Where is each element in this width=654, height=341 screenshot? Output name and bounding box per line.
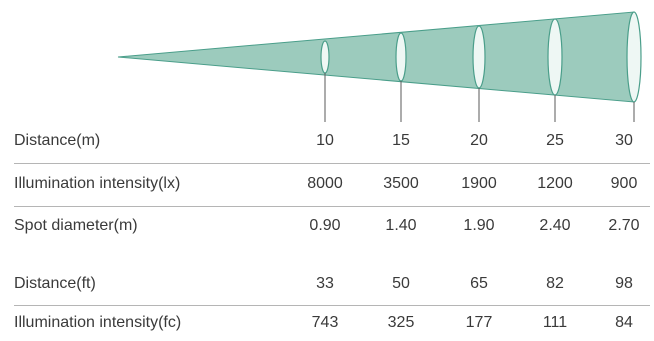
row-label: Distance(m)	[14, 132, 101, 149]
spot-ellipse-25m	[547, 18, 563, 96]
table-row-spot-diameter: Spot diameter(m) 0.90 1.40 1.90 2.40 2.7…	[14, 213, 650, 243]
table-row-distance-m: Distance(m) 10 15 20 25 30	[14, 128, 650, 158]
cell: 15	[392, 132, 410, 149]
row-label: Illumination intensity(fc)	[14, 314, 182, 331]
row-divider	[14, 305, 650, 306]
table-row-illumination-fc: Illumination intensity(fc) 743 325 177 1…	[14, 310, 650, 340]
cell: 3500	[383, 175, 419, 192]
cell: 177	[465, 314, 493, 331]
table-row-distance-ft: Distance(ft) 33 50 65 82 98	[14, 271, 650, 301]
cell: 65	[470, 275, 488, 292]
cell: 30	[615, 132, 633, 149]
cell: 2.70	[608, 217, 640, 234]
cell: 1.90	[463, 217, 495, 234]
cell: 1200	[537, 175, 573, 192]
cell: 20	[470, 132, 488, 149]
cell: 2.40	[539, 217, 571, 234]
cell: 325	[387, 314, 415, 331]
cell: 743	[311, 314, 339, 331]
spot-ellipse-15m	[395, 32, 407, 82]
cell: 33	[316, 275, 334, 292]
spot-ellipse-10m	[320, 40, 330, 74]
cell: 82	[546, 275, 564, 292]
row-label: Distance(ft)	[14, 275, 96, 292]
cell: 900	[610, 175, 638, 192]
cell: 10	[316, 132, 334, 149]
spot-ellipse-20m	[472, 25, 486, 89]
cell: 0.90	[309, 217, 341, 234]
cell: 84	[615, 314, 633, 331]
row-divider	[14, 163, 650, 164]
spot-ellipse-30m	[626, 11, 642, 103]
row-label: Illumination intensity(lx)	[14, 175, 181, 192]
row-divider	[14, 206, 650, 207]
row-label: Spot diameter(m)	[14, 217, 138, 234]
leader-lines	[324, 73, 635, 122]
cell: 111	[542, 314, 568, 331]
cell: 1.40	[385, 217, 417, 234]
table-row-illumination-lx: Illumination intensity(lx) 8000 3500 190…	[14, 171, 650, 201]
cell: 98	[615, 275, 633, 292]
cell: 8000	[307, 175, 343, 192]
cell: 25	[546, 132, 564, 149]
cell: 1900	[461, 175, 497, 192]
cell: 50	[392, 275, 410, 292]
beam-diagram	[117, 11, 642, 122]
